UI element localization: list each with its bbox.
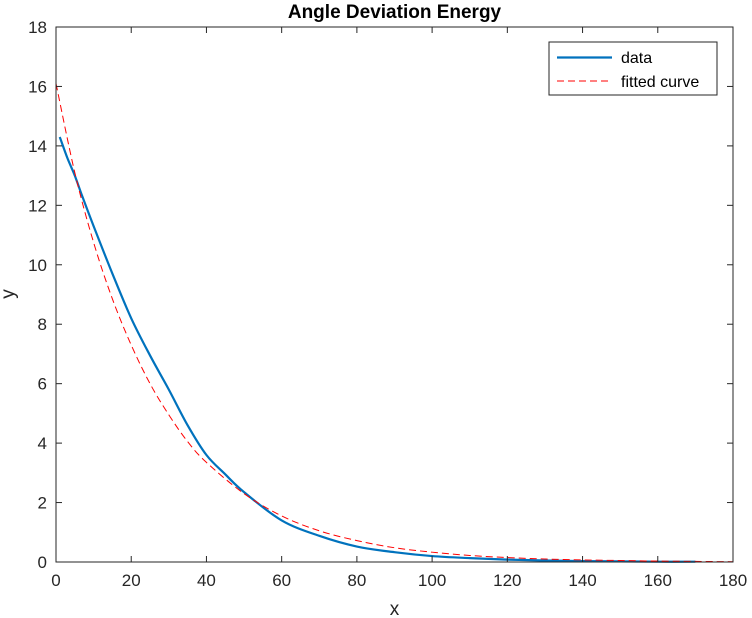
y-tick-label: 0 xyxy=(38,553,47,572)
x-tick-label: 160 xyxy=(644,571,672,590)
x-tick-label: 40 xyxy=(197,571,216,590)
x-tick-label: 120 xyxy=(493,571,521,590)
series-line-data xyxy=(58,136,696,563)
x-tick-label: 20 xyxy=(122,571,141,590)
legend-label-data: data xyxy=(621,50,652,67)
x-tick-label: 180 xyxy=(719,571,747,590)
x-tick-label: 80 xyxy=(347,571,366,590)
x-tick-label: 140 xyxy=(568,571,596,590)
y-tick-label: 8 xyxy=(38,315,47,334)
y-axis-label: y xyxy=(0,289,19,299)
x-axis: 0 20 40 60 80 100 120 140 160 180 xyxy=(51,27,747,590)
x-axis-label: x xyxy=(390,599,400,618)
plot-box xyxy=(55,26,734,563)
y-tick-label: 10 xyxy=(28,256,47,275)
y-tick-label: 18 xyxy=(28,18,47,37)
x-tick-label: 60 xyxy=(272,571,291,590)
plot-lines xyxy=(55,83,734,563)
chart-title: Angle Deviation Energy xyxy=(288,2,502,23)
y-tick-label: 2 xyxy=(38,494,47,513)
x-tick-label: 100 xyxy=(418,571,446,590)
x-tick-label: 0 xyxy=(51,571,60,590)
y-tick-label: 4 xyxy=(38,434,47,453)
y-axis: 0 2 4 6 8 10 12 14 16 18 xyxy=(28,18,733,572)
y-tick-label: 12 xyxy=(28,196,47,215)
y-tick-label: 16 xyxy=(28,77,47,96)
y-tick-label: 6 xyxy=(38,375,47,394)
series-line-fitted-curve xyxy=(55,83,734,563)
legend-box xyxy=(548,41,718,96)
y-tick-label: 14 xyxy=(28,137,47,156)
legend-label-fitted-curve: fitted curve xyxy=(621,74,699,91)
legend: data fitted curve xyxy=(548,41,718,96)
